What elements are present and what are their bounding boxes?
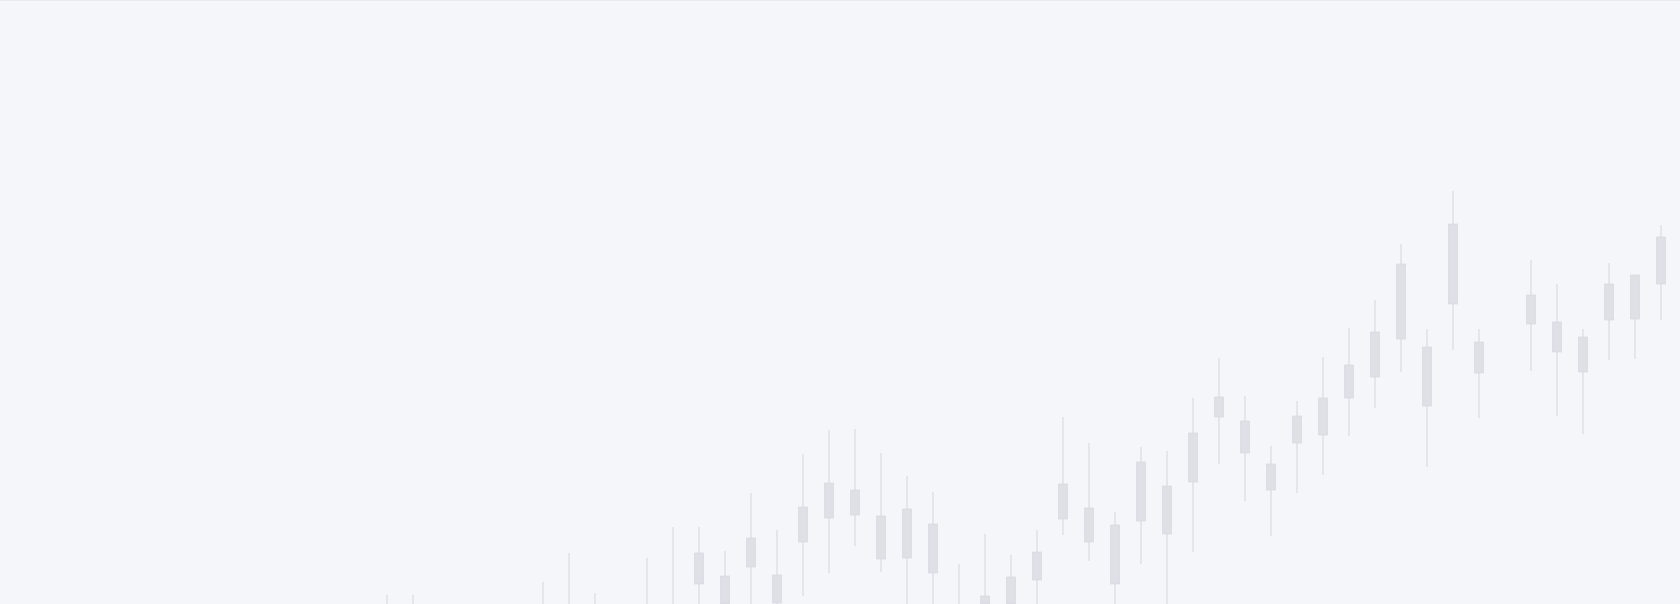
candle-body <box>876 515 886 560</box>
candle-body <box>1214 396 1224 418</box>
candle <box>1318 357 1328 475</box>
candle-body <box>928 523 938 574</box>
candle <box>1396 244 1406 372</box>
candle-body <box>1084 507 1094 543</box>
candle <box>1448 191 1458 350</box>
candle-body <box>1474 341 1484 374</box>
candle-body <box>902 508 912 559</box>
candle <box>1604 263 1614 360</box>
candle-body <box>1240 420 1250 454</box>
candle <box>746 493 756 604</box>
candle <box>1084 443 1094 561</box>
candle <box>1188 398 1198 552</box>
candle-body <box>1110 524 1120 585</box>
candle-body <box>1656 236 1666 285</box>
candle <box>902 476 912 604</box>
candle-body <box>1058 483 1068 520</box>
candle-body <box>980 595 990 604</box>
candle-body <box>1578 336 1588 373</box>
candle <box>824 430 834 573</box>
candle-body <box>1344 364 1354 399</box>
candle <box>1292 401 1302 493</box>
candle-body <box>850 489 860 516</box>
candle <box>1656 225 1666 320</box>
candle-body <box>720 575 730 604</box>
candle-body <box>1032 551 1042 581</box>
candle-body <box>772 574 782 604</box>
candle-body <box>1448 223 1458 305</box>
candle-body <box>1292 415 1302 444</box>
candle <box>1422 329 1432 467</box>
candle <box>772 530 782 604</box>
candle <box>1110 512 1120 604</box>
candle-body <box>694 552 704 585</box>
candle-body <box>1552 321 1562 353</box>
candle <box>1344 328 1354 436</box>
candle <box>1162 451 1172 604</box>
candle-body <box>798 506 808 543</box>
candle-body <box>1006 576 1016 604</box>
candle-body <box>746 537 756 568</box>
candle-body <box>1630 274 1640 320</box>
candle <box>928 492 938 604</box>
candle <box>1006 555 1016 604</box>
candle <box>1526 260 1536 371</box>
candle-body <box>1422 346 1432 407</box>
candle <box>1266 446 1276 536</box>
candle <box>876 453 886 572</box>
candle <box>1630 274 1640 359</box>
candle <box>1214 358 1224 464</box>
candle-body <box>1396 263 1406 340</box>
candle-body <box>1318 397 1328 436</box>
candle <box>1032 530 1042 604</box>
candle-body <box>824 482 834 519</box>
candle-body <box>1604 283 1614 321</box>
candle <box>1578 329 1588 434</box>
candle <box>1552 284 1562 416</box>
candle-body <box>1162 485 1172 535</box>
candle <box>1240 396 1250 501</box>
top-border <box>0 0 1680 1</box>
candle <box>1058 417 1068 535</box>
candle-body <box>1526 294 1536 325</box>
candle <box>850 429 860 546</box>
candle <box>694 527 704 604</box>
candle <box>980 534 990 604</box>
candle-body <box>1370 331 1380 378</box>
candle <box>1136 447 1146 564</box>
candle <box>798 454 808 596</box>
candle <box>1370 300 1380 408</box>
candle <box>720 551 730 604</box>
candle-body <box>1188 432 1198 483</box>
candle-body <box>1136 461 1146 522</box>
candle-body <box>1266 463 1276 491</box>
candle <box>1474 329 1484 418</box>
